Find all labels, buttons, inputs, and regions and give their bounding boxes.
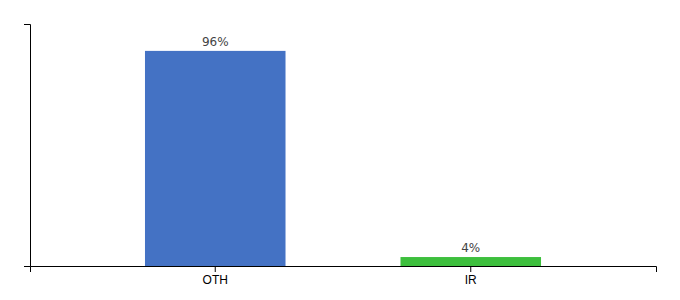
bars [145, 51, 541, 266]
plot: OTH IR 96% 4% [24, 25, 657, 287]
data-label: 96% [202, 35, 229, 49]
x-tick: IR [465, 266, 477, 287]
x-tick-label: OTH [203, 273, 228, 287]
bar [145, 51, 286, 266]
x-tick-mark [470, 266, 471, 272]
x-tick-mark [215, 266, 216, 272]
x-axis-line [31, 267, 657, 273]
x-axis: OTH IR [31, 266, 657, 287]
data-label: 4% [461, 241, 480, 255]
chart: OTH IR 96% 4% [0, 0, 680, 300]
bar [400, 257, 541, 266]
y-axis-line [24, 25, 31, 267]
data-labels: 96% 4% [202, 35, 480, 255]
y-axis [24, 25, 31, 267]
x-tick-label: IR [465, 273, 477, 287]
x-tick: OTH [203, 266, 228, 287]
